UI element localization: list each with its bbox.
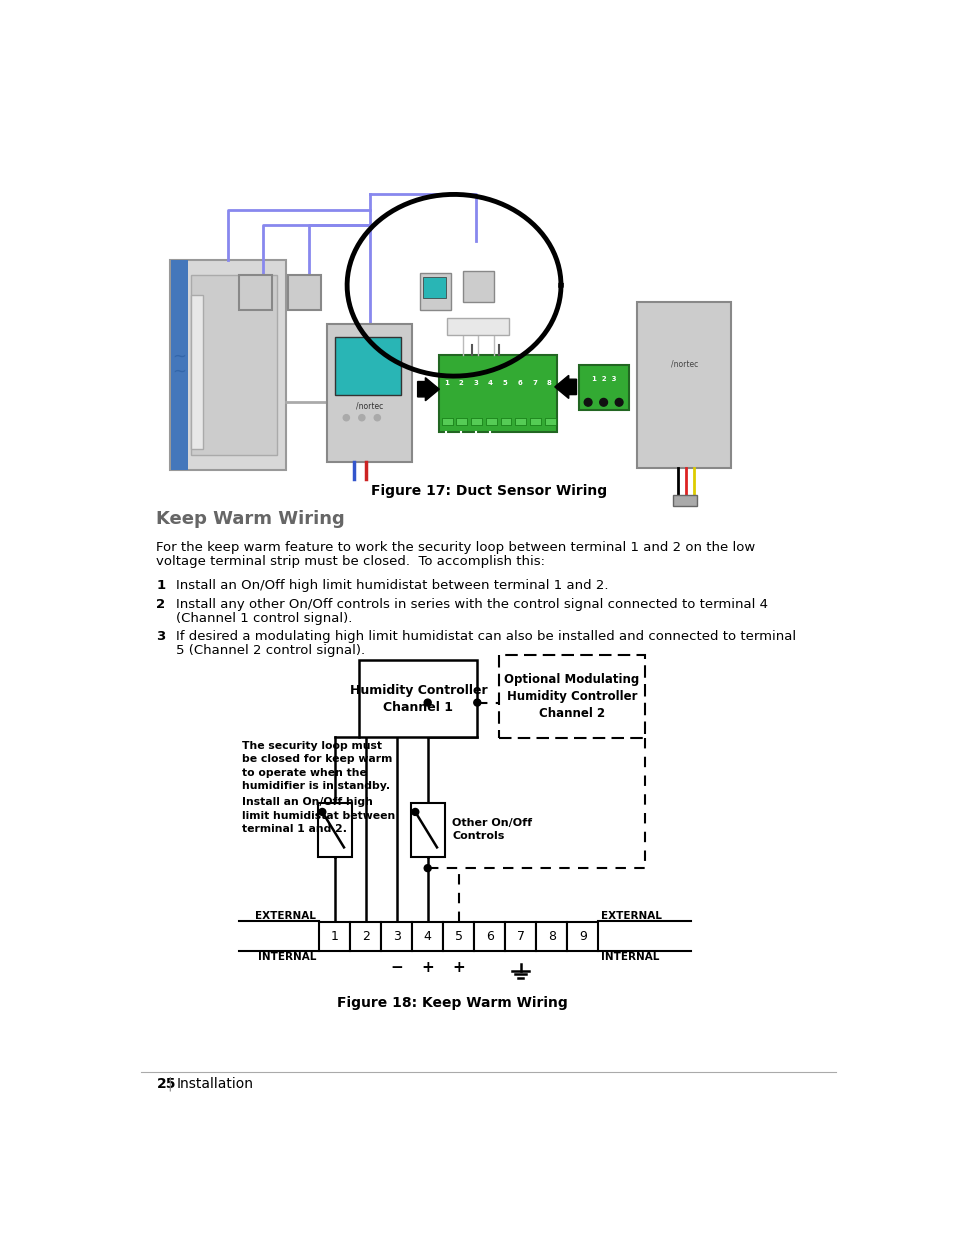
FancyArrow shape [555, 375, 576, 399]
Text: 5 (Channel 2 control signal).: 5 (Channel 2 control signal). [175, 645, 365, 657]
Circle shape [358, 415, 365, 421]
Text: 1: 1 [331, 930, 338, 942]
Bar [578, 366, 629, 410]
Bar [515, 417, 525, 425]
FancyArrow shape [417, 378, 439, 401]
Text: +: + [452, 960, 465, 974]
Bar [485, 417, 497, 425]
Text: 3: 3 [393, 930, 400, 942]
Text: 1  2  3: 1 2 3 [591, 377, 616, 382]
Text: Optional Modulating
Humidity Controller
Channel 2: Optional Modulating Humidity Controller … [504, 673, 639, 720]
Text: Installation: Installation [176, 1077, 253, 1091]
Circle shape [374, 415, 380, 421]
Text: 3: 3 [473, 380, 477, 387]
Bar [530, 417, 540, 425]
Bar [327, 324, 412, 462]
Bar [412, 923, 443, 951]
Circle shape [583, 399, 592, 406]
Text: 3: 3 [156, 630, 166, 643]
Text: 9: 9 [578, 930, 586, 942]
Text: 8: 8 [547, 930, 555, 942]
Text: 6: 6 [485, 930, 493, 942]
Text: For the keep warm feature to work the security loop between terminal 1 and 2 on : For the keep warm feature to work the se… [156, 541, 755, 555]
Bar [456, 417, 467, 425]
Bar [359, 661, 476, 737]
Bar [350, 923, 381, 951]
Bar [192, 294, 203, 448]
Text: 7: 7 [532, 380, 537, 387]
Text: Other On/Off
Controls: Other On/Off Controls [452, 818, 532, 841]
Text: (Channel 1 control signal).: (Channel 1 control signal). [175, 611, 352, 625]
Bar [500, 417, 511, 425]
Bar [239, 275, 272, 310]
Text: The security loop must
be closed for keep warm
to operate when the
humidifier is: The security loop must be closed for kee… [241, 741, 392, 790]
Bar [319, 923, 350, 951]
Text: INTERNAL: INTERNAL [600, 952, 659, 962]
Text: voltage terminal strip must be closed.  To accomplish this:: voltage terminal strip must be closed. T… [156, 555, 545, 568]
Bar [335, 337, 400, 395]
Text: 2: 2 [156, 598, 166, 611]
Circle shape [343, 415, 349, 421]
Bar [422, 277, 446, 299]
Text: 1: 1 [156, 579, 166, 593]
Text: 6: 6 [517, 380, 521, 387]
Bar [171, 259, 188, 471]
Text: Install an On/Off high limit humidistat between terminal 1 and 2.: Install an On/Off high limit humidistat … [175, 579, 608, 593]
Text: 5: 5 [455, 930, 462, 942]
Bar [317, 803, 352, 857]
Text: Figure 18: Keep Warm Wiring: Figure 18: Keep Warm Wiring [336, 995, 567, 1010]
Bar [192, 275, 276, 454]
Text: 4: 4 [423, 930, 431, 942]
Text: Humidity Controller
Channel 1: Humidity Controller Channel 1 [349, 684, 487, 714]
Circle shape [424, 864, 431, 872]
Circle shape [599, 399, 607, 406]
Text: 8: 8 [546, 380, 551, 387]
Bar [439, 354, 557, 431]
Text: 1: 1 [443, 380, 448, 387]
Bar [471, 417, 481, 425]
Text: 7: 7 [517, 930, 524, 942]
Bar [637, 303, 731, 468]
Circle shape [424, 699, 431, 706]
Text: 4: 4 [488, 380, 493, 387]
Text: +: + [421, 960, 434, 974]
Text: EXTERNAL: EXTERNAL [600, 910, 661, 920]
Bar [381, 923, 412, 951]
Text: If desired a modulating high limit humidistat can also be installed and connecte: If desired a modulating high limit humid… [175, 630, 795, 643]
Bar [567, 923, 598, 951]
Bar [288, 275, 320, 310]
Text: INTERNAL: INTERNAL [257, 952, 315, 962]
Text: |: | [167, 1077, 172, 1091]
Bar [536, 923, 567, 951]
Text: ~
~: ~ ~ [172, 347, 187, 380]
Bar [673, 495, 696, 506]
Text: Install any other On/Off controls in series with the control signal connected to: Install any other On/Off controls in ser… [175, 598, 767, 611]
Text: 5: 5 [502, 380, 507, 387]
Text: 25: 25 [156, 1077, 175, 1091]
Bar [462, 272, 493, 303]
Text: Keep Warm Wiring: Keep Warm Wiring [156, 510, 345, 529]
Text: EXTERNAL: EXTERNAL [255, 910, 315, 920]
Bar [441, 417, 452, 425]
Bar [505, 923, 536, 951]
Bar [410, 803, 444, 857]
Bar [447, 319, 509, 336]
Text: Figure 17: Duct Sensor Wiring: Figure 17: Duct Sensor Wiring [371, 484, 606, 498]
Bar [498, 655, 644, 739]
Bar [419, 273, 451, 310]
Text: /nortec: /nortec [670, 359, 697, 368]
Bar [544, 417, 555, 425]
Text: −: − [390, 960, 403, 974]
Circle shape [474, 699, 480, 706]
Circle shape [412, 809, 418, 815]
Bar [443, 923, 474, 951]
Text: /nortec: /nortec [355, 401, 383, 411]
Bar [170, 259, 286, 471]
Text: Install an On/Off high
limit humidistat between
terminal 1 and 2.: Install an On/Off high limit humidistat … [241, 798, 395, 834]
Text: 2: 2 [361, 930, 369, 942]
Bar [474, 923, 505, 951]
Circle shape [318, 809, 325, 815]
Text: 2: 2 [458, 380, 463, 387]
Circle shape [615, 399, 622, 406]
